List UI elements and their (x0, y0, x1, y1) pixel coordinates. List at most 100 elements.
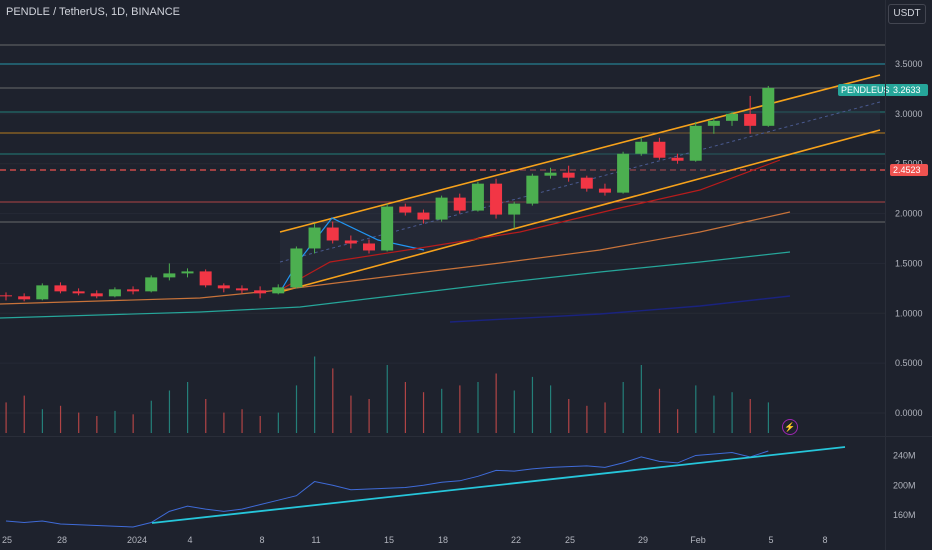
time-tick-label: 4 (187, 535, 192, 545)
candle-body (36, 285, 49, 300)
candle-body (598, 188, 611, 193)
time-tick-label: 18 (438, 535, 448, 545)
volume-bar (332, 368, 334, 433)
time-tick-label: 29 (638, 535, 648, 545)
time-axis: 25 28 2024 4 8 11 15 18 22 25 29 Feb 5 8 (2, 535, 828, 545)
volume-bar (96, 416, 98, 433)
candle-body (326, 227, 339, 241)
volume-bar (459, 385, 461, 433)
volume-bar (187, 382, 189, 433)
volume-bar (223, 412, 225, 433)
indicator-line (5, 450, 769, 528)
time-tick-label: 22 (511, 535, 521, 545)
candle-body (453, 197, 466, 211)
volume-bar (441, 388, 443, 433)
candle-body (562, 172, 575, 178)
volume-bar (368, 399, 370, 433)
volume-bar (604, 402, 606, 433)
candle-body (181, 271, 194, 274)
support-resistance-lines (0, 44, 885, 223)
volume-bar (277, 412, 279, 433)
volume-bar (767, 402, 769, 433)
candle-body (308, 227, 321, 249)
price-tick-label: 2.5000 (895, 159, 923, 169)
currency-button[interactable]: USDT (888, 4, 926, 24)
channel-fill (280, 75, 880, 292)
candle-body (435, 197, 448, 220)
time-tick-label: 5 (768, 535, 773, 545)
time-tick-label: 8 (259, 535, 264, 545)
candle-body (344, 240, 357, 244)
candle-body (199, 271, 212, 286)
lightning-icon[interactable]: ⚡ (782, 419, 798, 435)
candle-body (490, 183, 503, 215)
price-tick-label: 3.5000 (895, 59, 923, 69)
volume-bar (640, 365, 642, 433)
candle-body (127, 289, 140, 292)
price-axis: 3.5000 3.0000 2.5000 2.0000 1.5000 1.0000 0.50… (895, 59, 923, 418)
candle-body (508, 203, 521, 215)
volume-bar (23, 395, 25, 433)
candle-body (72, 291, 85, 294)
volume-bar (168, 390, 171, 433)
volume-bar (550, 385, 552, 433)
price-channel (279, 74, 881, 293)
indicator-tick-label: 240M (893, 450, 916, 460)
volume-bar (114, 410, 116, 433)
volume-bar (513, 390, 515, 433)
price-tick-label: 0.0000 (895, 408, 923, 418)
pane-divider[interactable] (0, 436, 932, 437)
time-tick-label: 25 (2, 535, 12, 545)
time-tick-label: 11 (311, 535, 320, 545)
price-tick-label: 0.5000 (895, 358, 923, 368)
volume-bar (132, 414, 134, 433)
volume-bar (314, 356, 316, 433)
ma-line-teal (0, 251, 791, 319)
indicator-tick-label: 160M (893, 510, 916, 520)
time-tick-label: 28 (57, 535, 67, 545)
candle-body (726, 113, 738, 121)
channel-lower-line (279, 129, 881, 293)
volume-bar (586, 405, 588, 433)
price-tick-label: 3.0000 (895, 109, 923, 119)
candle-body (290, 248, 303, 288)
candle-body (235, 288, 248, 291)
price-tick-label: 2.0000 (895, 209, 923, 219)
time-tick-label: 2024 (127, 535, 147, 545)
candle-body (544, 172, 557, 176)
volume-bar (41, 409, 43, 433)
volume-bar (241, 409, 243, 433)
volume-bar (5, 402, 7, 433)
candle-body (145, 277, 158, 292)
candle-body (617, 153, 630, 193)
symbol-tag: PENDLEUSDT (838, 84, 905, 96)
candle-body (108, 289, 121, 297)
moving-averages (0, 159, 791, 323)
candle-body (653, 141, 666, 158)
candle-body (526, 175, 539, 204)
chart-title: PENDLE / TetherUS, 1D, BINANCE (6, 6, 181, 18)
candle-body (54, 285, 67, 292)
volume-bar (749, 399, 751, 433)
candle-body (635, 141, 648, 154)
candle-body (163, 273, 176, 278)
candle-body (471, 183, 484, 211)
ma-line-navy (449, 295, 791, 323)
candle-body (90, 293, 103, 297)
candle-body (744, 113, 757, 126)
volume-bar (150, 400, 152, 433)
price-tick-label: 1.5000 (895, 258, 923, 268)
candle-body (18, 296, 31, 300)
volume-bar (422, 392, 425, 433)
indicator-trendline (151, 446, 846, 524)
candle-body (381, 206, 394, 251)
volume-bar (78, 412, 80, 433)
volume-bar (568, 399, 570, 433)
volume-bar (731, 392, 733, 433)
level-price-tag: 2.4523 (890, 164, 928, 176)
time-tick-label: Feb (690, 535, 706, 545)
time-tick-label: 8 (822, 535, 827, 545)
volume-bar (713, 395, 715, 433)
candle-body (671, 157, 684, 161)
